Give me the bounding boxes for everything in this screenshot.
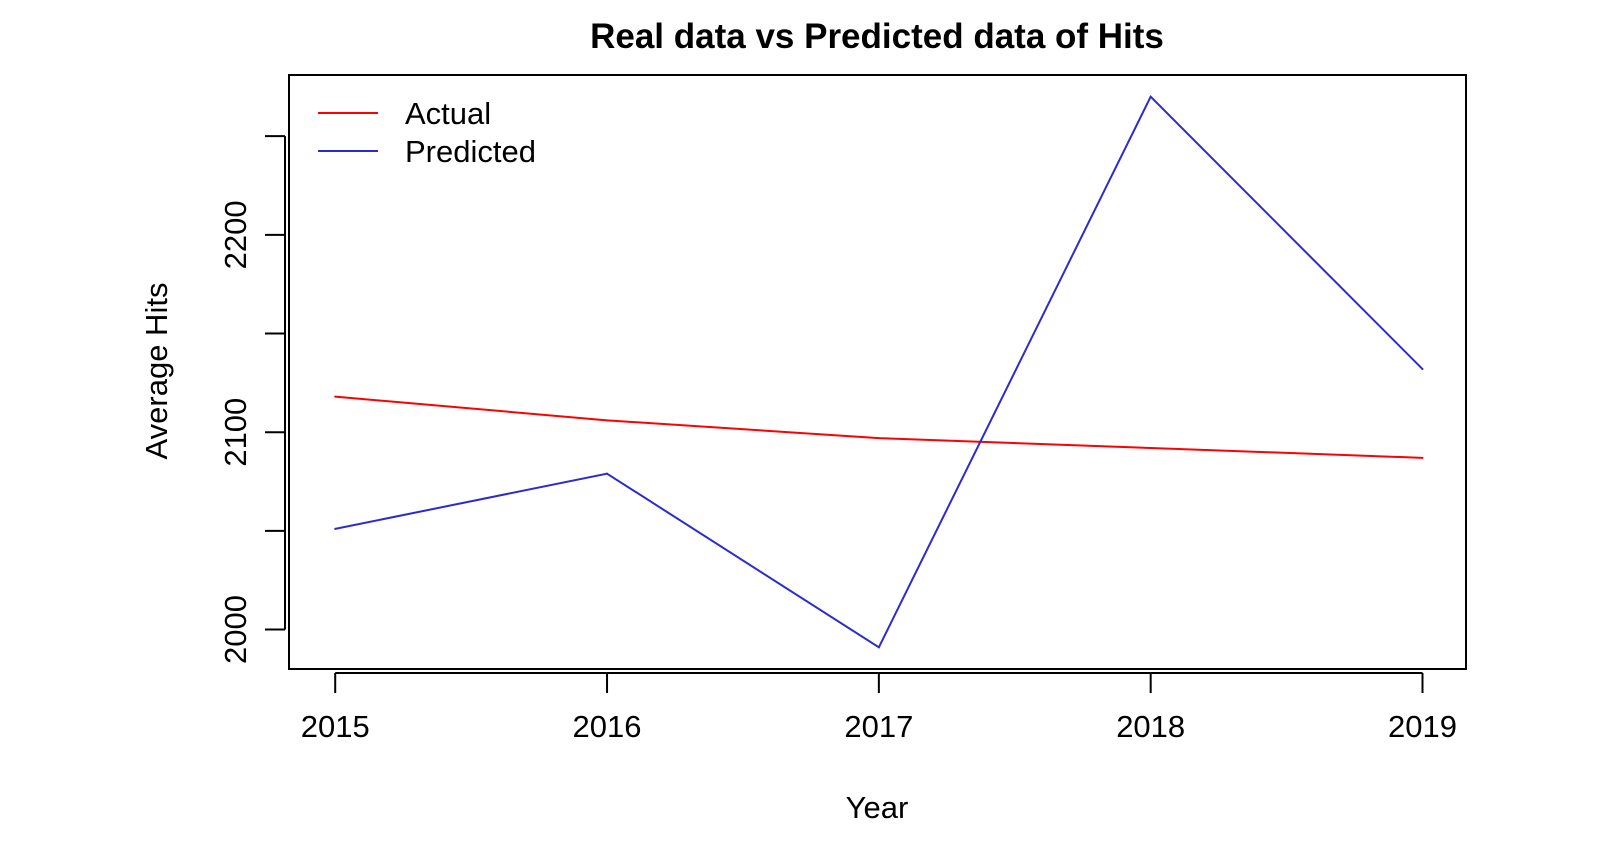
data-point-actual	[1149, 446, 1152, 449]
y-tick-label: 2000	[218, 595, 253, 664]
legend-label-actual: Actual	[405, 96, 491, 131]
x-tick-label: 2018	[1116, 709, 1185, 744]
data-point-actual	[334, 395, 337, 398]
data-point-actual	[877, 437, 880, 440]
y-axis: 2000 2100 2200	[218, 135, 286, 664]
series-lines	[334, 95, 1424, 649]
x-axis: 2015 2016 2017 2018 2019	[301, 672, 1457, 744]
y-tick-label: 2100	[218, 398, 253, 467]
data-point-predicted	[877, 646, 880, 649]
y-tick-label: 2200	[218, 200, 253, 269]
x-axis-label: Year	[846, 790, 909, 825]
data-point-predicted	[1149, 95, 1152, 98]
x-tick-label: 2015	[301, 709, 370, 744]
x-tick-label: 2017	[844, 709, 913, 744]
data-point-predicted	[334, 527, 337, 530]
data-point-predicted	[606, 472, 609, 475]
data-point-actual	[1421, 456, 1424, 459]
data-point-predicted	[1421, 368, 1424, 371]
legend-label-predicted: Predicted	[405, 134, 536, 169]
plot-frame	[288, 74, 1467, 670]
x-tick-label: 2019	[1388, 709, 1457, 744]
y-axis-label: Average Hits	[139, 283, 174, 460]
x-tick-label: 2016	[573, 709, 642, 744]
chart-title: Real data vs Predicted data of Hits	[590, 17, 1164, 56]
data-point-actual	[606, 419, 609, 422]
